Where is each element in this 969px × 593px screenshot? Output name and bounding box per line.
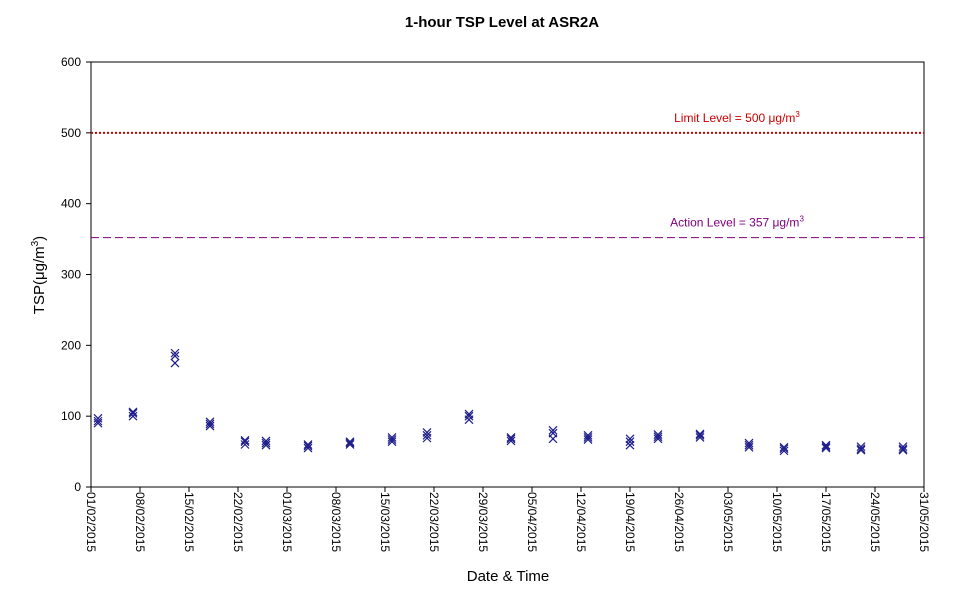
x-tick-label: 22/03/2015 (427, 492, 441, 552)
data-point (261, 438, 271, 448)
reference-line-label-sup: 3 (799, 215, 804, 224)
data-point (205, 419, 215, 429)
data-point (205, 421, 215, 431)
data-point (345, 438, 355, 448)
data-point (898, 444, 908, 454)
data-point (583, 430, 593, 440)
data-point (695, 429, 705, 439)
x-axis-label: Date & Time (467, 568, 550, 585)
data-point (303, 443, 313, 453)
x-tick-label: 19/04/2015 (623, 492, 637, 552)
reference-line-label: Action Level = 357 μg/m3 (670, 215, 804, 230)
data-point (128, 411, 138, 421)
data-point (170, 351, 180, 361)
data-point (261, 436, 271, 446)
x-tick-label: 29/03/2015 (476, 492, 490, 552)
data-point (170, 348, 180, 358)
data-point (779, 444, 789, 454)
data-point (695, 432, 705, 442)
data-point (583, 435, 593, 444)
y-tick-label: 300 (61, 268, 81, 282)
x-tick-label: 22/02/2015 (231, 492, 245, 552)
data-point (625, 437, 635, 447)
data-point (240, 437, 250, 447)
reference-line-label: Limit Level = 500 μg/m3 (674, 110, 800, 125)
x-tick-label: 15/03/2015 (378, 492, 392, 552)
data-point (422, 428, 432, 437)
data-point (653, 430, 663, 440)
data-point (583, 432, 593, 442)
data-point (744, 438, 754, 448)
data-point (303, 441, 313, 451)
y-tick-label: 100 (61, 409, 81, 423)
data-point (821, 443, 831, 453)
reference-line-label-text: Action Level = 357 μg/m (670, 216, 799, 230)
y-tick-label: 200 (61, 338, 81, 352)
data-point (506, 432, 516, 442)
x-tick-label: 24/05/2015 (868, 492, 882, 552)
data-point (240, 435, 250, 445)
data-point (261, 440, 271, 450)
data-point (93, 413, 103, 423)
data-point (744, 440, 754, 450)
y-tick-label: 500 (61, 126, 81, 140)
x-tick-label: 01/02/2015 (84, 492, 98, 552)
data-point (779, 446, 789, 456)
data-point (653, 432, 663, 442)
data-point (205, 417, 215, 427)
data-point (653, 434, 663, 444)
data-point (856, 442, 866, 452)
x-tick-label: 12/04/2015 (574, 492, 588, 552)
data-point (856, 445, 866, 455)
x-tick-label: 26/04/2015 (672, 492, 686, 552)
reference-line-label-sup: 3 (795, 110, 800, 119)
data-point (128, 408, 138, 418)
data-point (345, 437, 355, 447)
x-tick-label: 03/05/2015 (721, 492, 735, 552)
data-point (548, 425, 558, 435)
data-point (821, 442, 831, 452)
data-point (240, 440, 250, 449)
data-point (548, 428, 558, 438)
reference-line-label-text: Limit Level = 500 μg/m (674, 111, 795, 125)
y-tick-label: 400 (61, 197, 81, 211)
data-point (464, 411, 474, 421)
data-point (821, 440, 831, 450)
y-axis-label: TSP(μg/m3) (30, 236, 48, 314)
data-point (625, 440, 635, 450)
data-point (506, 436, 516, 446)
data-point (744, 442, 754, 452)
x-tick-label: 17/05/2015 (819, 492, 833, 552)
data-point (345, 440, 355, 449)
data-point (303, 440, 313, 449)
data-point (898, 445, 908, 455)
data-point (506, 434, 516, 444)
data-point (422, 430, 432, 440)
data-point (387, 432, 397, 442)
data-point (170, 358, 180, 368)
data-point (625, 434, 635, 444)
data-point (93, 416, 103, 426)
x-tick-label: 08/03/2015 (329, 492, 343, 552)
chart-title: 1-hour TSP Level at ASR2A (405, 14, 599, 31)
plot-area (90, 61, 925, 488)
data-point (695, 430, 705, 440)
x-tick-label: 01/03/2015 (280, 492, 294, 552)
x-tick-label: 08/02/2015 (133, 492, 147, 552)
y-tick-label: 600 (61, 55, 81, 69)
data-point (464, 409, 474, 419)
data-point (856, 444, 866, 454)
x-tick-label: 31/05/2015 (917, 492, 931, 552)
data-point (387, 437, 397, 447)
x-tick-label: 15/02/2015 (182, 492, 196, 552)
x-tick-label: 05/04/2015 (525, 492, 539, 552)
data-point (898, 442, 908, 452)
y-tick-label: 0 (74, 480, 81, 494)
data-point (779, 442, 789, 452)
x-tick-label: 10/05/2015 (770, 492, 784, 552)
data-point (387, 435, 397, 444)
data-point (128, 407, 138, 417)
